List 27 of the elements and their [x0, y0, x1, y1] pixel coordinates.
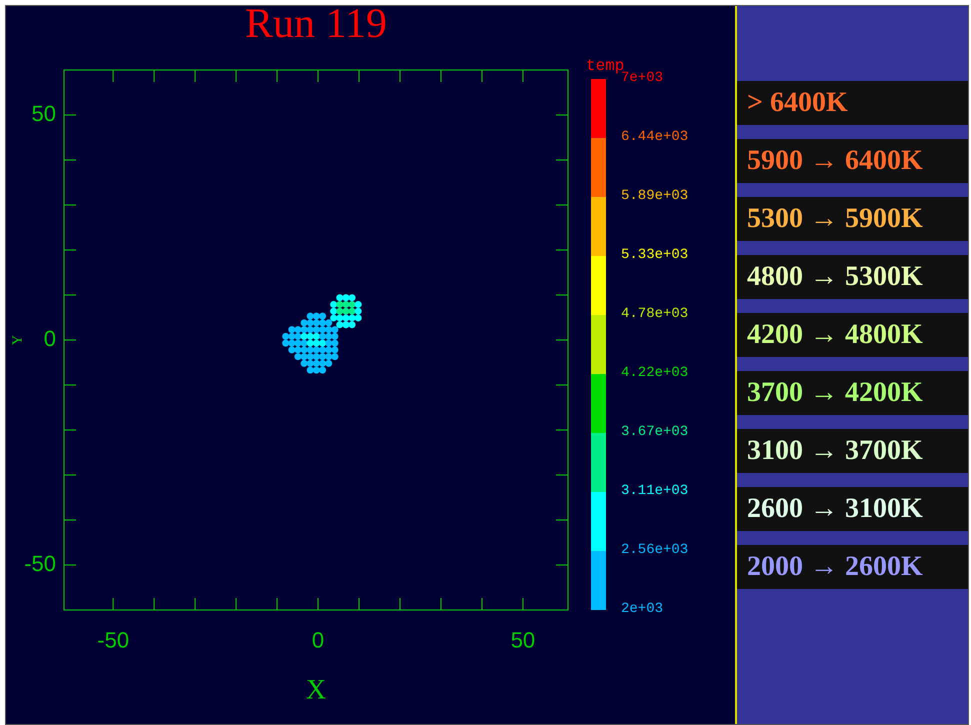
color-bar-label: 4.22e+03 [621, 365, 688, 382]
color-bar-label: 2e+03 [621, 601, 664, 617]
text: 2000 → 2600K [737, 545, 968, 589]
x-tick-label: -50 [97, 627, 130, 652]
text: > 6400K [737, 81, 968, 125]
text: 4200 → 4800K [737, 313, 968, 357]
text: 2600 → 3100K [737, 487, 968, 531]
y-tick-label: 0 [44, 326, 56, 352]
color-bar-label: 5.33e+03 [621, 247, 688, 264]
text: 5300 → 5900K [737, 197, 968, 241]
chart-title: Run 119 [245, 1, 387, 48]
color-bar-label: 5.89e+03 [621, 188, 688, 204]
x-tick-label: 50 [510, 627, 536, 652]
y-tick-label: 50 [32, 101, 56, 126]
color-bar-label: 4.78e+03 [621, 306, 688, 322]
x-tick-label: 0 [312, 627, 324, 652]
color-bar-label: 3.11e+03 [621, 483, 688, 500]
y-axis-title: Y [10, 334, 26, 346]
color-bar-label: 2.56e+03 [621, 542, 688, 558]
text: 4800 → 5300K [737, 255, 968, 299]
y-tick-label: -50 [24, 551, 56, 576]
color-bar-label: 6.44e+03 [621, 129, 688, 146]
x-axis-title: X [306, 674, 326, 706]
text: 5900 → 6400K [737, 139, 968, 183]
color-bar-label: 3.67e+03 [621, 424, 688, 440]
text: 3100 → 3700K [737, 429, 968, 473]
text: 3700 → 4200K [737, 371, 968, 415]
